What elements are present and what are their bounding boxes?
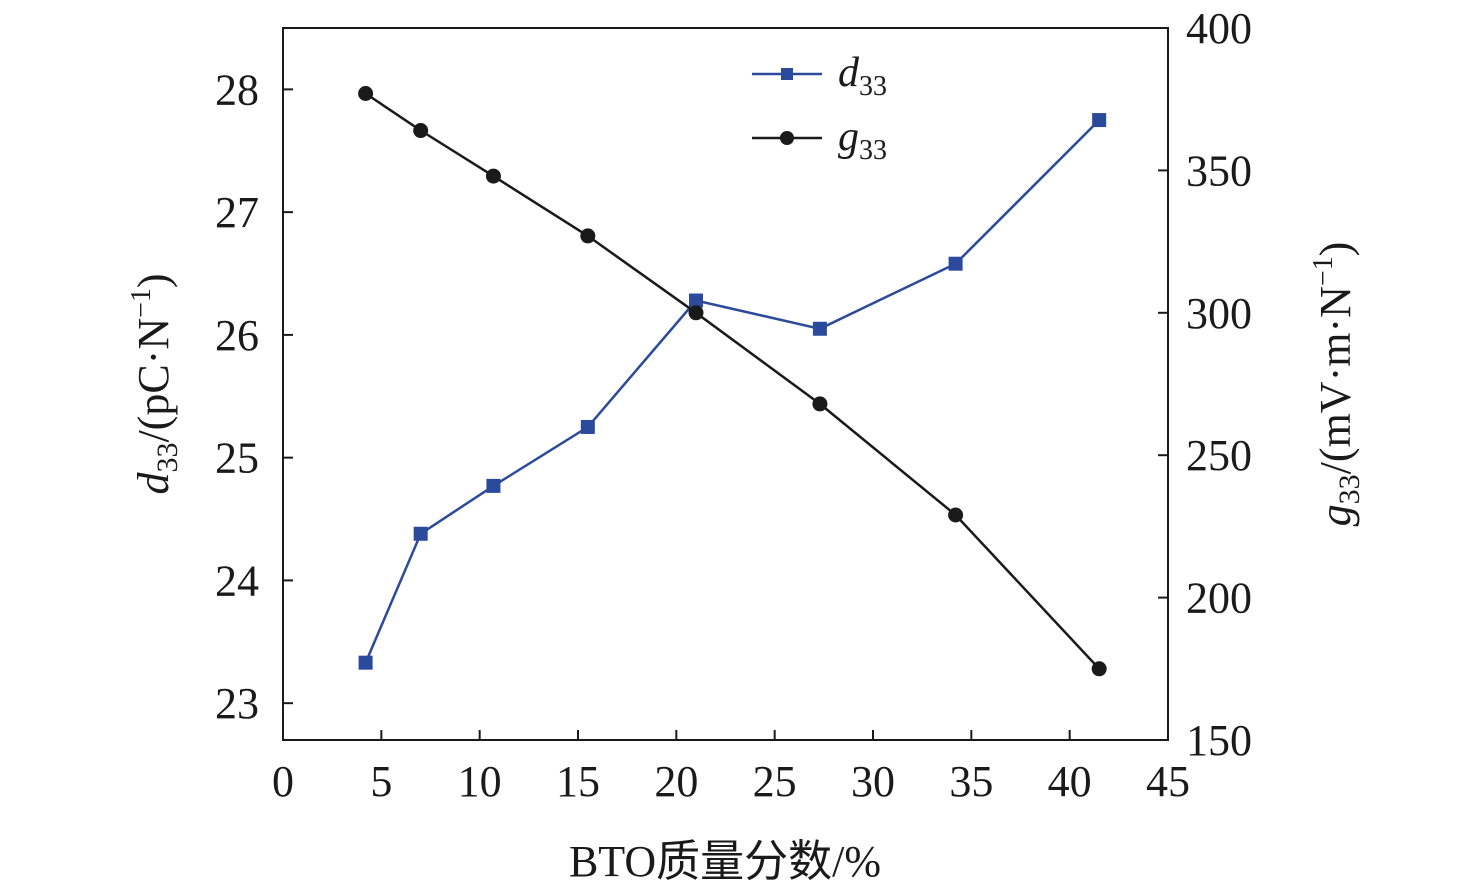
x-tick-label: 10 [458,757,502,806]
left-y-label-sup: −1 [126,288,157,318]
legend-d33-main: d [838,50,860,96]
right-y-label-rest: /(mV·m·N [1311,286,1360,474]
left-y-label-main: d [129,472,178,495]
x-tick-label: 5 [370,757,392,806]
x-tick-label: 45 [1146,757,1190,806]
left-y-axis-ticks: 23 24 25 26 27 28 [215,65,293,728]
x-tick-label: 15 [556,757,600,806]
series-g33-point [413,123,429,139]
left-y-tick-label: 23 [215,679,259,728]
x-axis-label: BTO质量分数/% [569,837,881,886]
left-y-label-sub: 33 [151,443,184,473]
right-y-axis-ticks: 150 200 250 300 350 400 [1158,4,1252,765]
left-y-tick-label: 28 [215,65,259,114]
series-d33-point [948,256,963,271]
right-y-label-sup: −1 [1308,256,1339,286]
right-y-tick-label: 200 [1186,574,1252,623]
series-g33-point [485,168,501,184]
legend: d33 g33 [752,50,887,166]
series-d33-point [413,526,428,541]
svg-text:d33: d33 [838,50,887,102]
plot-frame [282,27,1169,741]
series-g33-point [580,228,596,244]
legend-d33-square-marker [781,68,793,80]
series-g33-point [688,305,704,321]
right-y-tick-label: 400 [1186,4,1252,53]
svg-text:g33/(mV·m·N−1): g33/(mV·m·N−1) [1308,242,1366,527]
right-y-label-close: ) [1311,242,1360,257]
svg-text:g33: g33 [838,114,887,166]
series-d33-point [580,419,595,434]
left-y-tick-label: 24 [215,556,259,605]
legend-g33-main: g [838,114,859,160]
right-y-label-sub: 33 [1333,474,1366,504]
legend-g33-sub: 33 [859,135,887,166]
left-y-tick-label: 25 [215,434,259,483]
series-d33-point [358,655,373,670]
series-layer [358,86,1107,677]
legend-d33-sub: 33 [859,71,887,102]
svg-text:d33/(pC·N−1): d33/(pC·N−1) [126,273,184,494]
left-y-tick-label: 26 [215,311,259,360]
series-g33-point [812,396,828,412]
legend-g33-circle-marker [780,131,794,145]
x-tick-label: 40 [1048,757,1092,806]
series-g33-line [364,92,1101,670]
right-y-tick-label: 250 [1186,431,1252,480]
left-y-axis-label: d33/(pC·N−1) [126,273,184,494]
right-y-tick-label: 150 [1186,716,1252,765]
series-g33-point [948,507,964,523]
x-tick-label: 25 [753,757,797,806]
series-d33-point [486,478,501,493]
x-tick-label: 0 [272,757,294,806]
left-y-label-rest: /(pC·N [129,318,178,443]
left-y-tick-label: 27 [215,188,259,237]
left-y-label-close: ) [129,273,178,288]
right-y-label-main: g [1311,504,1360,526]
series-g33-point [1091,661,1107,677]
right-y-axis-label: g33/(mV·m·N−1) [1308,242,1366,527]
x-tick-label: 30 [851,757,895,806]
x-axis-ticks: 0 5 10 15 20 25 30 35 40 45 [272,730,1190,806]
series-d33-line [364,119,1101,664]
series-d33-point [689,293,703,308]
series-g33-point [358,86,374,102]
x-tick-label: 35 [949,757,993,806]
series-d33-point [812,321,827,336]
legend-item-g33: g33 [752,114,887,166]
legend-item-d33: d33 [752,50,887,102]
right-y-tick-label: 350 [1186,146,1252,195]
x-tick-label: 20 [654,757,698,806]
series-d33-point [1092,113,1107,128]
right-y-tick-label: 300 [1186,289,1252,338]
